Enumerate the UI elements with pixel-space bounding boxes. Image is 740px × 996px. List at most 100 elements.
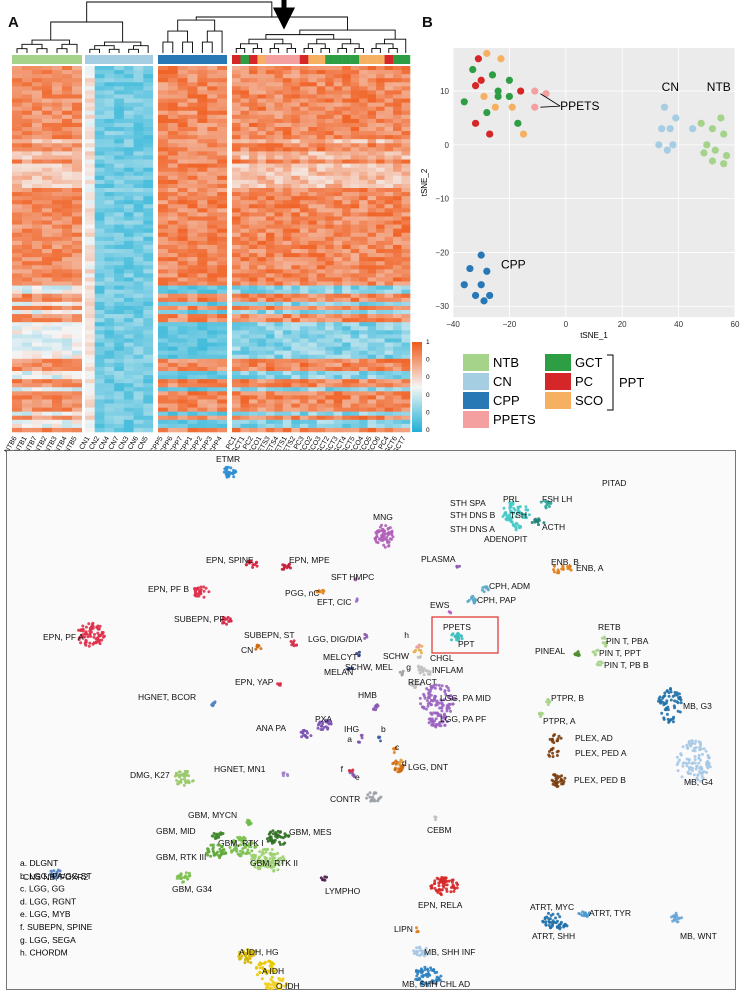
heatmap-cell bbox=[94, 305, 105, 311]
heatmap-cell bbox=[308, 94, 318, 99]
cluster-point bbox=[552, 564, 556, 568]
heatmap-cell bbox=[401, 228, 411, 234]
heatmap-cell bbox=[232, 261, 241, 266]
heatmap-cell bbox=[104, 212, 115, 217]
heatmap-cell bbox=[85, 98, 96, 103]
heatmap-cell bbox=[217, 277, 228, 282]
annotation-cell bbox=[333, 55, 343, 64]
heatmap-cell bbox=[22, 183, 33, 189]
heatmap-cell bbox=[333, 249, 343, 254]
heatmap-cell bbox=[143, 391, 154, 396]
heatmap-cell bbox=[291, 403, 301, 408]
heatmap-cell bbox=[177, 289, 188, 295]
heatmap-cell bbox=[308, 236, 318, 242]
annotation-cell bbox=[393, 55, 402, 64]
heatmap-cell bbox=[401, 403, 411, 408]
heatmap-cell bbox=[177, 403, 188, 408]
heatmap-cell bbox=[265, 208, 275, 213]
heatmap-cell bbox=[291, 366, 301, 372]
x-tick-label: −20 bbox=[503, 320, 517, 329]
point-sco bbox=[491, 103, 499, 111]
heatmap-cell bbox=[342, 253, 351, 258]
heatmap-cell bbox=[52, 216, 63, 221]
heatmap-cell bbox=[207, 131, 218, 136]
heatmap-cell bbox=[359, 122, 368, 128]
heatmap-cell bbox=[158, 338, 169, 343]
heatmap-cell bbox=[240, 281, 250, 286]
heatmap-cell bbox=[133, 171, 144, 177]
heatmap-cell bbox=[72, 375, 83, 380]
heatmap-cell bbox=[393, 334, 402, 339]
heatmap-cell bbox=[291, 216, 301, 221]
heatmap-cell bbox=[143, 143, 154, 148]
heatmap-cell bbox=[393, 139, 402, 144]
heatmap-cell bbox=[12, 419, 23, 425]
heatmap-cell bbox=[62, 407, 73, 412]
heatmap-cell bbox=[316, 379, 326, 384]
heatmap-cell bbox=[114, 253, 125, 258]
heatmap-cell bbox=[207, 285, 218, 290]
heatmap-cell bbox=[42, 102, 53, 107]
heatmap-cell bbox=[207, 411, 218, 417]
legend-label-pc: PC bbox=[575, 374, 593, 389]
heatmap-cell bbox=[133, 212, 144, 217]
heatmap-cell bbox=[114, 167, 125, 173]
cluster-label-inflam: INFLAM bbox=[432, 665, 463, 675]
cluster-label-lgg-pa-pf: LGG, PA PF bbox=[440, 714, 486, 724]
heatmap-cell bbox=[42, 403, 53, 408]
heatmap-cell bbox=[32, 379, 43, 384]
cluster-point bbox=[530, 521, 534, 524]
heatmap-cell bbox=[167, 415, 179, 421]
heatmap-cell bbox=[367, 86, 377, 91]
heatmap-cell bbox=[62, 350, 73, 356]
heatmap-cell bbox=[42, 326, 53, 331]
heatmap-cell bbox=[393, 78, 402, 83]
heatmap-cell bbox=[299, 371, 309, 376]
cluster-point bbox=[427, 688, 431, 692]
heatmap-cell bbox=[94, 289, 105, 295]
heatmap-cell bbox=[197, 204, 208, 209]
heatmap-cell bbox=[274, 244, 284, 250]
heatmap-cell bbox=[187, 171, 198, 177]
heatmap-cell bbox=[325, 399, 335, 404]
heatmap-cell bbox=[123, 175, 134, 181]
heatmap-cell bbox=[207, 375, 218, 380]
heatmap-cell bbox=[384, 155, 394, 160]
heatmap-cell bbox=[22, 358, 33, 364]
legend-label-ntb: NTB bbox=[493, 355, 519, 370]
cluster-point bbox=[88, 641, 92, 645]
heatmap-cell bbox=[232, 350, 241, 356]
heatmap-cell bbox=[104, 293, 115, 299]
cluster-point bbox=[604, 643, 608, 647]
heatmap-cell bbox=[217, 362, 228, 368]
cluster-point bbox=[438, 687, 442, 690]
heatmap-cell bbox=[265, 240, 275, 246]
heatmap-cell bbox=[257, 338, 267, 343]
heatmap-cell bbox=[274, 78, 284, 83]
heatmap-cell bbox=[94, 391, 105, 396]
tsne-plot-b: −40 −20 0 20 40 60100−10−20−30tSNE_1tSNE_2PPE… bbox=[420, 48, 740, 340]
heatmap-cell bbox=[114, 293, 125, 299]
heatmap-cell bbox=[167, 82, 179, 87]
heatmap-cell bbox=[143, 118, 154, 124]
heatmap-cell bbox=[22, 240, 33, 246]
cluster-point bbox=[409, 683, 413, 687]
heatmap-cell bbox=[114, 192, 125, 197]
heatmap-cell bbox=[187, 261, 198, 266]
heatmap-cell bbox=[350, 244, 360, 250]
heatmap-cell bbox=[350, 301, 360, 307]
heatmap-cell bbox=[232, 208, 241, 213]
heatmap-cell bbox=[104, 253, 115, 258]
heatmap-cell bbox=[316, 240, 326, 246]
heatmap-cell bbox=[187, 330, 198, 335]
heatmap-cell bbox=[359, 200, 368, 205]
heatmap-cell bbox=[114, 228, 125, 234]
heatmap-cell bbox=[333, 427, 343, 433]
heatmap-cell bbox=[299, 220, 309, 225]
heatmap-cell bbox=[342, 232, 351, 238]
heatmap-cell bbox=[333, 147, 343, 152]
heatmap-cell bbox=[32, 269, 43, 274]
heatmap-cell bbox=[316, 114, 326, 120]
cluster-point bbox=[697, 761, 701, 765]
heatmap-cell bbox=[158, 289, 169, 295]
